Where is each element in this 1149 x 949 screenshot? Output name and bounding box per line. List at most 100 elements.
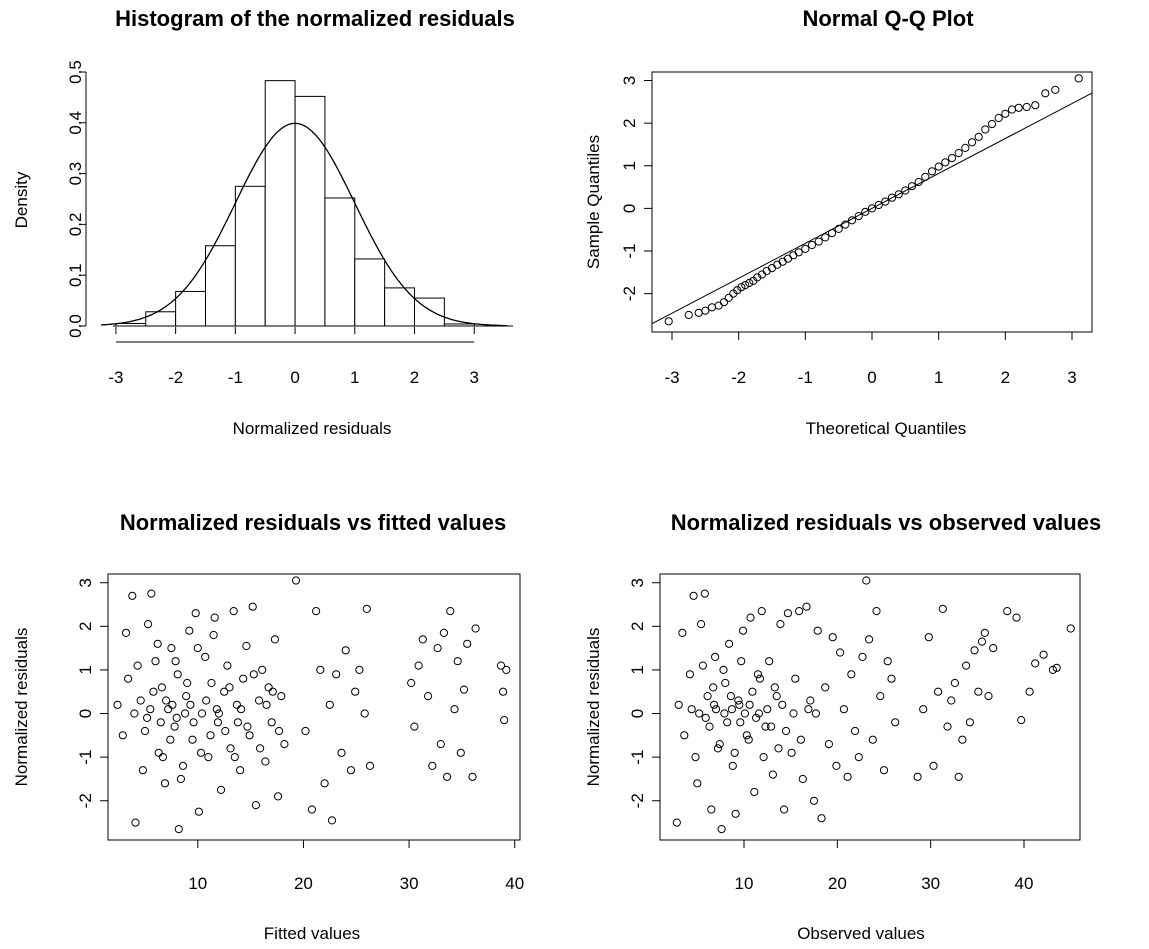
y-tick-label: 2 <box>76 622 95 631</box>
data-point <box>710 700 719 709</box>
data-point <box>245 731 254 740</box>
data-point <box>947 696 956 705</box>
data-point <box>901 186 910 195</box>
x-tick-label: -3 <box>108 368 123 387</box>
data-point <box>1051 85 1060 95</box>
x-tick-label: 20 <box>294 874 313 893</box>
x-tick-label: 2 <box>1001 368 1010 387</box>
x-tick-label: 40 <box>1015 874 1034 893</box>
data-point <box>789 251 798 260</box>
data-point <box>721 678 730 688</box>
x-tick-label: 0 <box>290 368 299 387</box>
data-point <box>739 626 748 635</box>
data-point <box>144 620 153 629</box>
data-point <box>745 700 754 709</box>
y-axis-label: Normalized residuals <box>584 628 603 787</box>
data-point <box>320 779 329 788</box>
x-axis-label: Theoretical Quantiles <box>806 419 967 438</box>
data-point <box>687 705 696 714</box>
data-point <box>202 696 211 705</box>
chart-title: Normalized residuals vs observed values <box>671 510 1101 535</box>
x-tick-label: 1 <box>934 368 943 387</box>
data-point <box>693 779 702 788</box>
data-point <box>118 731 127 740</box>
data-point <box>987 119 997 129</box>
data-point <box>698 661 708 670</box>
data-point <box>176 774 185 784</box>
data-point <box>249 670 258 679</box>
y-tick-label: 0 <box>620 204 639 213</box>
data-point <box>961 143 970 152</box>
data-point <box>191 609 200 618</box>
data-point <box>697 620 706 629</box>
x-tick-label: 40 <box>505 874 524 893</box>
data-point <box>251 801 260 810</box>
data-point <box>763 705 772 714</box>
data-point <box>459 685 469 694</box>
y-tick-label: 1 <box>628 665 647 674</box>
data-point <box>1039 650 1048 659</box>
y-tick-label: 0.1 <box>66 263 85 287</box>
data-point <box>707 805 716 814</box>
data-point <box>410 722 419 731</box>
data-point <box>685 670 695 679</box>
y-tick-label: 0 <box>628 709 647 718</box>
data-point <box>921 172 930 181</box>
x-tick-label: -1 <box>228 368 243 387</box>
data-point <box>133 661 142 670</box>
residuals-vs-observed-panel: Normalized residuals vs observed values O… <box>584 510 1101 943</box>
data-point <box>130 709 139 718</box>
data-point <box>977 637 987 646</box>
data-point <box>307 805 316 814</box>
data-point <box>197 709 207 718</box>
data-point <box>183 678 192 688</box>
data-point <box>719 298 729 307</box>
data-point <box>719 665 728 675</box>
data-point <box>967 138 977 147</box>
y-tick-label: -1 <box>628 750 647 765</box>
data-point <box>694 308 703 317</box>
histogram-bar <box>175 290 206 327</box>
data-point <box>275 726 284 736</box>
data-point <box>1014 103 1023 112</box>
data-point <box>160 779 170 788</box>
data-point <box>678 628 687 638</box>
y-tick-label: 0.2 <box>66 213 85 237</box>
data-point <box>439 628 448 638</box>
data-point <box>453 657 462 666</box>
data-point <box>711 705 721 714</box>
histogram-bar <box>145 311 177 327</box>
data-point <box>847 216 857 225</box>
data-point <box>261 757 270 766</box>
data-point <box>680 731 689 740</box>
data-point <box>847 670 856 679</box>
y-tick-label: 0.0 <box>66 314 85 338</box>
data-point <box>887 674 896 683</box>
data-point <box>759 753 768 762</box>
data-point <box>858 652 867 662</box>
data-point <box>243 722 252 731</box>
data-point <box>436 740 445 749</box>
data-point <box>201 652 210 662</box>
data-point <box>188 735 197 744</box>
data-point <box>934 162 943 171</box>
y-tick-label: 1 <box>620 161 639 170</box>
data-point <box>212 705 221 714</box>
histogram-bar <box>324 197 356 327</box>
data-point <box>984 692 993 701</box>
data-point <box>1022 102 1031 112</box>
data-point <box>958 735 967 744</box>
data-point <box>776 620 785 629</box>
data-point <box>741 281 750 290</box>
x-axis-label: Observed values <box>797 924 925 943</box>
data-point <box>174 825 183 834</box>
data-point <box>868 735 877 744</box>
data-point <box>186 700 195 709</box>
y-axis-label: Density <box>12 171 31 228</box>
data-point <box>456 748 465 757</box>
data-point <box>327 816 337 825</box>
data-point <box>806 696 815 705</box>
data-point <box>754 709 764 718</box>
data-point <box>714 301 723 310</box>
data-point <box>138 766 147 775</box>
